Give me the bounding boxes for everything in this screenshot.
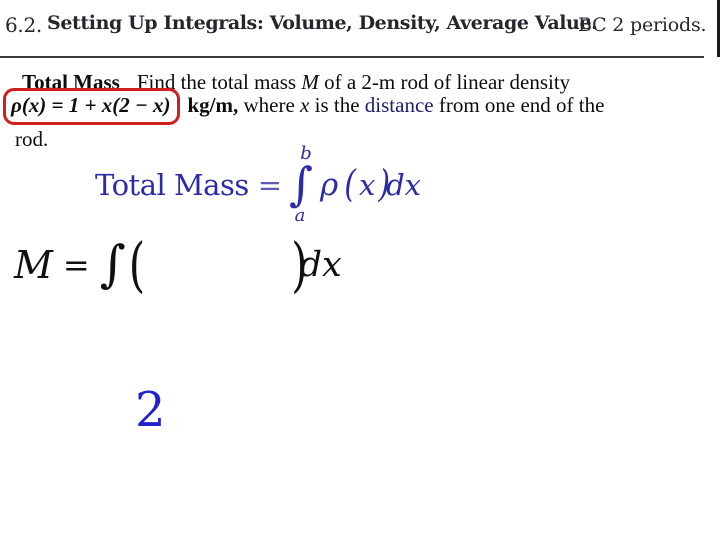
problem-text: from one end of the — [433, 93, 605, 117]
integrand: ρ ( x ) dx — [320, 163, 421, 207]
problem-text: of a 2-m rod of linear density — [318, 70, 571, 94]
section-number: 6.2. — [5, 13, 42, 37]
worksheet-integral-formula: M = ∫ ( ) dx — [14, 230, 342, 299]
units-label: kg/m, — [187, 93, 239, 117]
equals-sign: = — [62, 245, 90, 284]
dx-differential: dx — [299, 244, 342, 285]
answer-value: 2 — [135, 382, 166, 438]
problem-line-3: rod. — [15, 126, 48, 153]
fill-in-blank-space — [145, 264, 291, 265]
integral-with-limits: b ∫ a — [289, 145, 313, 225]
integral-sign: ∫ — [99, 235, 126, 293]
formula-label: Total Mass — [95, 167, 249, 202]
left-paren: ( — [128, 230, 146, 299]
course-periods-label: BC 2 periods. — [578, 14, 707, 36]
problem-text: where — [238, 93, 301, 117]
problem-text: is the — [309, 93, 365, 117]
page-edge-mark — [717, 0, 720, 57]
right-paren: ) — [291, 230, 308, 299]
right-paren: ) — [378, 162, 391, 207]
total-mass-definition-formula: Total Mass = b ∫ a ρ ( x ) dx — [95, 145, 421, 225]
x-variable: x — [358, 167, 376, 202]
problem-line-2: ρ(x) = 1 + x(2 − x) kg/m, where x is the … — [3, 88, 605, 126]
distance-word: distance — [364, 93, 434, 117]
slide-title: Setting Up Integrals: Volume, Density, A… — [47, 12, 598, 34]
density-formula-text: ρ(x) = 1 + x(2 − x) — [11, 93, 171, 117]
integral-sign: ∫ — [289, 157, 314, 211]
problem-text: rod. — [15, 127, 49, 151]
dx-differential: dx — [386, 167, 421, 202]
highlighted-density-formula: ρ(x) = 1 + x(2 − x) — [3, 88, 181, 126]
lower-limit: a — [294, 204, 306, 226]
upper-limit: b — [300, 143, 312, 164]
mass-variable: M — [301, 70, 319, 94]
header-divider — [0, 56, 704, 58]
left-paren: ( — [344, 162, 356, 207]
rho-symbol: ρ — [320, 166, 339, 203]
mass-variable: M — [14, 242, 53, 287]
equals-sign: = — [257, 167, 283, 202]
x-variable: x — [300, 93, 310, 117]
